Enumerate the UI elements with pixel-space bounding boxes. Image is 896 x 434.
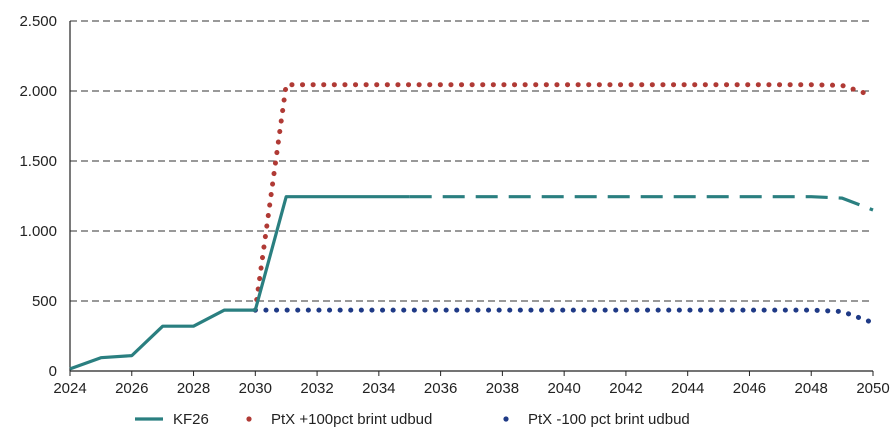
x-tick-label: 2042 — [609, 380, 642, 397]
x-tick-label: 2024 — [53, 380, 86, 397]
y-tick-label: 2.000 — [19, 83, 57, 100]
x-tick-label: 2048 — [795, 380, 828, 397]
x-tick-label: 2030 — [239, 380, 272, 397]
legend-swatch-ptx-100pct-brint-udbud — [246, 416, 252, 422]
legend-swatch-ptx-100-pct-brint-udbud — [503, 416, 509, 422]
series-ptx-100pct-brint-udbud-line — [252, 82, 876, 313]
y-tick-label: 500 — [32, 293, 57, 310]
x-tick-label: 2028 — [177, 380, 210, 397]
series-kf26-dashed — [409, 195, 874, 212]
series-lines — [69, 82, 876, 371]
series-kf26-solid — [69, 195, 410, 371]
axes — [69, 21, 874, 376]
x-tick-label: 2034 — [362, 380, 395, 397]
x-tick-label: 2046 — [733, 380, 766, 397]
y-tick-label: 2.500 — [19, 13, 57, 30]
legend-label-ptx-100pct-brint-udbud: PtX +100pct brint udbud — [271, 411, 432, 428]
y-tick-label: 0 — [49, 363, 57, 380]
x-tick-label: 2036 — [424, 380, 457, 397]
legend-label-kf26: KF26 — [173, 411, 209, 428]
legend: KF26 PtX +100pct brint udbud PtX -100 pct … — [135, 411, 690, 428]
x-tick-label: 2050 — [856, 380, 889, 397]
x-tick-label: 2038 — [486, 380, 519, 397]
x-tick-label: 2040 — [547, 380, 580, 397]
series-ptx-100-pct-brint-udbud-line — [252, 307, 876, 326]
y-tick-label: 1.000 — [19, 223, 57, 240]
legend-label-ptx-100-pct-brint-udbud: PtX -100 pct brint udbud — [528, 411, 690, 428]
y-tick-labels: 0 500 1.000 1.500 2.000 2.500 — [19, 13, 57, 380]
x-tick-labels: 2024 2026 2028 2030 2032 2034 2036 2038 2040 2042… — [53, 380, 889, 397]
y-tick-label: 1.500 — [19, 153, 57, 170]
x-tick-label: 2026 — [115, 380, 148, 397]
x-tick-label: 2044 — [671, 380, 704, 397]
gridlines — [70, 20, 873, 302]
x-tick-label: 2032 — [300, 380, 333, 397]
